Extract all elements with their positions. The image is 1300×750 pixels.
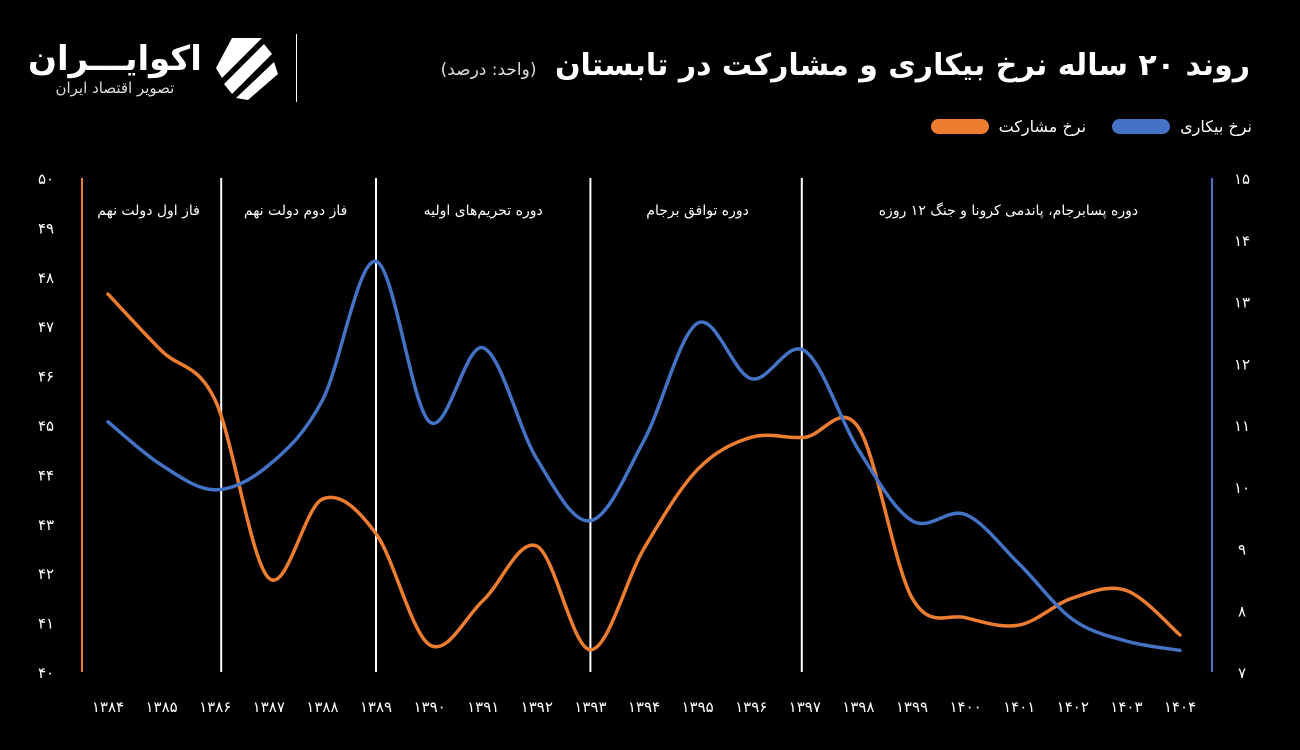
- legend-item-unemployment: نرخ بیکاری: [1112, 117, 1252, 136]
- period-label: دوره توافق برجام: [646, 203, 749, 219]
- left-tick-label: ۴۱: [38, 615, 54, 633]
- left-tick-label: ۴۸: [38, 269, 54, 287]
- logo-name: اکوایـــران: [28, 39, 202, 79]
- x-tick-label: ۱۳۸۵: [145, 698, 177, 716]
- left-tick-label: ۴۰: [38, 664, 54, 682]
- right-tick-label: ۱۲: [1234, 355, 1250, 373]
- legend-swatch-participation: [930, 119, 989, 134]
- x-tick-label: ۱۴۰۳: [1110, 698, 1142, 716]
- x-tick-label: ۱۴۰۲: [1057, 698, 1089, 716]
- x-tick-label: ۱۳۸۶: [199, 698, 231, 716]
- legend-label-participation: نرخ مشارکت: [998, 117, 1087, 136]
- right-tick-label: ۱۴: [1234, 232, 1250, 250]
- period-label: فاز دوم دولت نهم: [244, 203, 347, 219]
- unit-label: (واحد: درصد): [440, 60, 537, 80]
- left-tick-label: ۴۶: [38, 368, 54, 386]
- x-tick-label: ۱۳۹۰: [413, 698, 445, 716]
- x-tick-label: ۱۴۰۱: [1003, 698, 1035, 716]
- legend-label-unemployment: نرخ بیکاری: [1180, 117, 1252, 136]
- logo-mark-icon: [215, 38, 278, 100]
- period-label: دوره تحریم‌های اولیه: [424, 203, 543, 219]
- left-tick-label: ۴۵: [38, 417, 54, 435]
- left-tick-label: ۴۳: [38, 516, 54, 534]
- unemployment-rate-line: [106, 259, 1182, 653]
- logo-subtitle: تصویر اقتصاد ایران: [55, 79, 175, 97]
- left-tick-label: ۵۰: [38, 170, 54, 188]
- right-tick-label: ۱۰: [1234, 479, 1250, 497]
- left-tick-label: ۴۲: [38, 565, 54, 583]
- x-tick-label: ۱۳۹۶: [735, 698, 767, 716]
- x-tick-label: ۱۳۸۸: [306, 698, 338, 716]
- logo: اکوایـــران تصویر اقتصاد ایران: [28, 28, 311, 108]
- participation-rate-line: [106, 292, 1182, 652]
- logo-divider: [295, 34, 297, 102]
- right-tick-label: ۱۱: [1234, 417, 1250, 435]
- right-tick-label: ۹: [1238, 541, 1246, 559]
- right-tick-label: ۱۵: [1234, 170, 1250, 188]
- left-tick-label: ۴۹: [38, 219, 54, 237]
- right-tick-label: ۸: [1238, 602, 1246, 620]
- x-tick-label: ۱۴۰۴: [1164, 698, 1196, 716]
- x-tick-label: ۱۳۸۹: [360, 698, 392, 716]
- left-tick-label: ۴۴: [38, 466, 54, 484]
- x-tick-label: ۱۳۹۸: [842, 698, 874, 716]
- left-tick-label: ۴۷: [38, 318, 54, 336]
- legend: نرخ بیکاری نرخ مشارکت: [930, 117, 1252, 136]
- legend-swatch-unemployment: [1112, 119, 1171, 134]
- x-tick-label: ۱۴۰۰: [949, 698, 981, 716]
- title-text: روند ۲۰ ساله نرخ بیکاری و مشارکت در تابس…: [554, 48, 1250, 83]
- x-tick-label: ۱۳۹۵: [681, 698, 713, 716]
- chart-title: روند ۲۰ ساله نرخ بیکاری و مشارکت در تابس…: [441, 48, 1250, 83]
- x-tick-label: ۱۳۹۴: [628, 698, 660, 716]
- x-tick-label: ۱۳۹۹: [896, 698, 928, 716]
- right-tick-label: ۱۳: [1234, 294, 1250, 312]
- x-tick-label: ۱۳۹۱: [467, 698, 499, 716]
- period-label: فاز اول دولت نهم: [97, 203, 200, 219]
- x-tick-label: ۱۳۹۲: [521, 698, 553, 716]
- x-tick-label: ۱۳۹۳: [574, 698, 606, 716]
- x-tick-label: ۱۳۹۷: [789, 698, 821, 716]
- x-tick-label: ۱۳۸۴: [92, 698, 124, 716]
- right-tick-label: ۷: [1238, 664, 1246, 682]
- x-tick-label: ۱۳۸۷: [253, 698, 285, 716]
- legend-item-participation: نرخ مشارکت: [930, 117, 1087, 136]
- period-label: دوره پسابرجام، پاندمی کرونا و جنگ ۱۲ روز…: [879, 202, 1138, 219]
